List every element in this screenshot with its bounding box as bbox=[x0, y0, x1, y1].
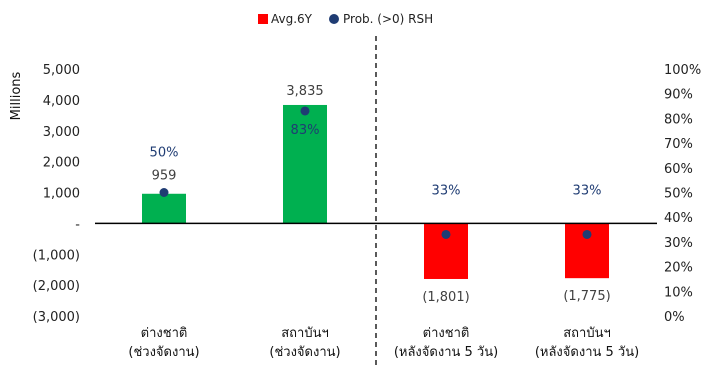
y-tick-label: (2,000) bbox=[33, 279, 80, 294]
y2-tick-label: 80% bbox=[664, 112, 693, 127]
bar-value-label: (1,775) bbox=[563, 289, 610, 304]
category-label: สถาบันฯ (หลังจัดงาน 5 วัน) bbox=[535, 326, 639, 360]
y-axis-right-ticks: 100% 90% 80% 70% 60% 50% 40% 30% 20% 10% 0% bbox=[664, 63, 701, 325]
y-tick-label: - bbox=[75, 217, 80, 232]
y-tick-label: 2,000 bbox=[43, 156, 80, 171]
y2-tick-label: 0% bbox=[664, 310, 685, 325]
y2-tick-label: 20% bbox=[664, 261, 693, 276]
bar bbox=[142, 193, 186, 224]
prob-point bbox=[300, 106, 310, 116]
prob-point bbox=[582, 229, 592, 239]
bar bbox=[283, 104, 327, 224]
y-tick-label: 4,000 bbox=[43, 94, 80, 109]
category-label-line: ต่างชาติ bbox=[423, 326, 470, 341]
y2-tick-label: 40% bbox=[664, 211, 693, 226]
y2-tick-label: 30% bbox=[664, 236, 693, 251]
y2-tick-label: 50% bbox=[664, 187, 693, 202]
y-axis-title: Millions bbox=[9, 71, 24, 120]
y2-tick-label: 100% bbox=[664, 63, 701, 78]
prob-point bbox=[159, 188, 169, 197]
y-tick-label: 5,000 bbox=[43, 63, 80, 78]
legend-point-swatch bbox=[329, 14, 339, 24]
bar-value-label: 3,835 bbox=[286, 84, 323, 99]
points bbox=[159, 106, 592, 239]
prob-value-label: 33% bbox=[432, 183, 461, 198]
y-tick-label: 1,000 bbox=[43, 187, 80, 202]
y2-tick-label: 10% bbox=[664, 285, 693, 300]
prob-value-label: 50% bbox=[150, 146, 179, 161]
category-label-line: สถาบันฯ bbox=[281, 326, 329, 341]
legend-bar-label: Avg.6Y bbox=[271, 12, 313, 26]
prob-point bbox=[441, 229, 451, 239]
bar-value-label: (1,801) bbox=[422, 290, 469, 305]
category-labels: ต่างชาติ(ช่วงจัดงาน)สถาบันฯ(ช่วงจัดงาน)ต… bbox=[128, 326, 639, 360]
category-label-line: (หลังจัดงาน 5 วัน) bbox=[394, 345, 498, 360]
category-label-line: สถาบันฯ bbox=[563, 326, 611, 341]
category-label-line: (ช่วงจัดงาน) bbox=[128, 345, 199, 360]
y-tick-label: (1,000) bbox=[33, 248, 80, 263]
legend-bar-swatch bbox=[258, 14, 268, 24]
prob-value-label: 33% bbox=[573, 183, 602, 198]
y2-tick-label: 70% bbox=[664, 137, 693, 152]
category-label: ต่างชาติ (หลังจัดงาน 5 วัน) bbox=[394, 326, 498, 360]
category-label-line: ต่างชาติ bbox=[141, 326, 188, 341]
legend-point-label: Prob. (>0) RSH bbox=[343, 12, 433, 26]
y-axis-left-ticks: 5,000 4,000 3,000 2,000 1,000 - (1,000) (2,000)… bbox=[33, 63, 81, 325]
data-labels: 959 50% 3,835 83% (1,801) 33% (1,775) 33% bbox=[150, 84, 611, 305]
bar-value-label: 959 bbox=[152, 169, 177, 184]
category-label-line: (หลังจัดงาน 5 วัน) bbox=[535, 345, 639, 360]
category-label: สถาบันฯ (ช่วงจัดงาน) bbox=[269, 326, 340, 360]
y-tick-label: (3,000) bbox=[33, 310, 80, 325]
category-label: ต่างชาติ (ช่วงจัดงาน) bbox=[128, 326, 199, 360]
prob-value-label: 83% bbox=[291, 123, 320, 138]
category-label-line: (ช่วงจัดงาน) bbox=[269, 345, 340, 360]
y2-tick-label: 60% bbox=[664, 162, 693, 177]
y2-tick-label: 90% bbox=[664, 88, 693, 103]
legend: Avg.6Y Prob. (>0) RSH bbox=[258, 12, 433, 26]
y-tick-label: 3,000 bbox=[43, 125, 80, 140]
